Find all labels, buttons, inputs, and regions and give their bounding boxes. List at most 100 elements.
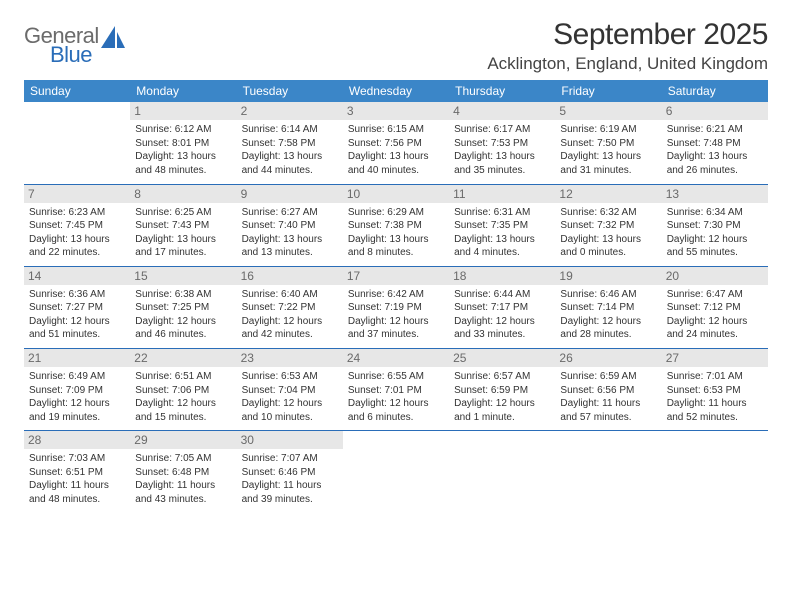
sunset-text: Sunset: 7:50 PM [560,137,656,151]
weekday-header: Tuesday [237,80,343,102]
day-number: 7 [24,185,130,203]
calendar-day-cell [24,102,130,184]
calendar-body: 1Sunrise: 6:12 AMSunset: 8:01 PMDaylight… [24,102,768,513]
sunrise-text: Sunrise: 6:47 AM [667,288,763,302]
sunrise-text: Sunrise: 6:46 AM [560,288,656,302]
calendar-day-cell [343,431,449,513]
calendar-day-cell: 8Sunrise: 6:25 AMSunset: 7:43 PMDaylight… [130,184,236,266]
day-number: 9 [237,185,343,203]
calendar-day-cell: 19Sunrise: 6:46 AMSunset: 7:14 PMDayligh… [555,266,661,348]
weekday-header: Wednesday [343,80,449,102]
sunrise-text: Sunrise: 6:25 AM [135,206,231,220]
daylight-text: Daylight: 11 hours and 43 minutes. [135,479,231,506]
calendar-page: General Blue September 2025 Acklington, … [0,0,792,513]
day-number: 22 [130,349,236,367]
daylight-text: Daylight: 13 hours and 13 minutes. [242,233,338,260]
sunset-text: Sunset: 7:58 PM [242,137,338,151]
sunset-text: Sunset: 7:22 PM [242,301,338,315]
calendar-day-cell: 18Sunrise: 6:44 AMSunset: 7:17 PMDayligh… [449,266,555,348]
day-number: 28 [24,431,130,449]
daylight-text: Daylight: 12 hours and 19 minutes. [29,397,125,424]
calendar-day-cell: 9Sunrise: 6:27 AMSunset: 7:40 PMDaylight… [237,184,343,266]
sunset-text: Sunset: 7:45 PM [29,219,125,233]
sunrise-text: Sunrise: 6:27 AM [242,206,338,220]
daylight-text: Daylight: 12 hours and 1 minute. [454,397,550,424]
brand-logo: General Blue [24,18,125,66]
calendar-day-cell: 11Sunrise: 6:31 AMSunset: 7:35 PMDayligh… [449,184,555,266]
calendar-day-cell [662,431,768,513]
calendar-day-cell: 6Sunrise: 6:21 AMSunset: 7:48 PMDaylight… [662,102,768,184]
day-number: 4 [449,102,555,120]
daylight-text: Daylight: 13 hours and 48 minutes. [135,150,231,177]
calendar-day-cell: 25Sunrise: 6:57 AMSunset: 6:59 PMDayligh… [449,348,555,430]
sunset-text: Sunset: 7:27 PM [29,301,125,315]
sunset-text: Sunset: 7:12 PM [667,301,763,315]
sail-icon [101,26,125,48]
daylight-text: Daylight: 13 hours and 44 minutes. [242,150,338,177]
daylight-text: Daylight: 12 hours and 6 minutes. [348,397,444,424]
day-number: 15 [130,267,236,285]
sunset-text: Sunset: 7:17 PM [454,301,550,315]
daylight-text: Daylight: 13 hours and 4 minutes. [454,233,550,260]
location-subtitle: Acklington, England, United Kingdom [487,54,768,74]
day-number: 12 [555,185,661,203]
daylight-text: Daylight: 13 hours and 17 minutes. [135,233,231,260]
sunset-text: Sunset: 7:43 PM [135,219,231,233]
daylight-text: Daylight: 13 hours and 35 minutes. [454,150,550,177]
day-number: 5 [555,102,661,120]
calendar-day-cell: 29Sunrise: 7:05 AMSunset: 6:48 PMDayligh… [130,431,236,513]
calendar-day-cell: 13Sunrise: 6:34 AMSunset: 7:30 PMDayligh… [662,184,768,266]
daylight-text: Daylight: 13 hours and 0 minutes. [560,233,656,260]
calendar-week-row: 21Sunrise: 6:49 AMSunset: 7:09 PMDayligh… [24,348,768,430]
daylight-text: Daylight: 12 hours and 10 minutes. [242,397,338,424]
weekday-header: Sunday [24,80,130,102]
calendar-day-cell: 24Sunrise: 6:55 AMSunset: 7:01 PMDayligh… [343,348,449,430]
day-number: 27 [662,349,768,367]
calendar-day-cell: 14Sunrise: 6:36 AMSunset: 7:27 PMDayligh… [24,266,130,348]
daylight-text: Daylight: 11 hours and 39 minutes. [242,479,338,506]
sunset-text: Sunset: 7:25 PM [135,301,231,315]
weekday-header: Thursday [449,80,555,102]
sunrise-text: Sunrise: 7:03 AM [29,452,125,466]
brand-word-2: Blue [24,45,99,66]
sunset-text: Sunset: 7:30 PM [667,219,763,233]
weekday-header: Monday [130,80,236,102]
calendar-day-cell: 5 Sunrise: 6:19 AMSunset: 7:50 PMDaylight… [555,102,661,184]
sunrise-text: Sunrise: 6:57 AM [454,370,550,384]
sunrise-text: Sunrise: 6:40 AM [242,288,338,302]
day-number: 11 [449,185,555,203]
calendar-day-cell: 16Sunrise: 6:40 AMSunset: 7:22 PMDayligh… [237,266,343,348]
day-number: 17 [343,267,449,285]
calendar-day-cell: 3Sunrise: 6:15 AMSunset: 7:56 PMDaylight… [343,102,449,184]
calendar-week-row: 14Sunrise: 6:36 AMSunset: 7:27 PMDayligh… [24,266,768,348]
sunset-text: Sunset: 6:53 PM [667,384,763,398]
calendar-day-cell [449,431,555,513]
daylight-text: Daylight: 13 hours and 26 minutes. [667,150,763,177]
day-number: 20 [662,267,768,285]
sunrise-text: Sunrise: 6:44 AM [454,288,550,302]
title-block: September 2025 Acklington, England, Unit… [487,18,768,74]
calendar-day-cell: 26Sunrise: 6:59 AMSunset: 6:56 PMDayligh… [555,348,661,430]
sunrise-text: Sunrise: 6:19 AM [560,123,656,137]
calendar-day-cell: 23Sunrise: 6:53 AMSunset: 7:04 PMDayligh… [237,348,343,430]
daylight-text: Daylight: 13 hours and 31 minutes. [560,150,656,177]
calendar-week-row: 7Sunrise: 6:23 AMSunset: 7:45 PMDaylight… [24,184,768,266]
day-number: 25 [449,349,555,367]
calendar-header-row: Sunday Monday Tuesday Wednesday Thursday… [24,80,768,102]
calendar-day-cell: 1Sunrise: 6:12 AMSunset: 8:01 PMDaylight… [130,102,236,184]
weekday-header: Friday [555,80,661,102]
day-number: 14 [24,267,130,285]
day-number: 23 [237,349,343,367]
sunset-text: Sunset: 7:06 PM [135,384,231,398]
sunset-text: Sunset: 7:35 PM [454,219,550,233]
sunrise-text: Sunrise: 7:07 AM [242,452,338,466]
daylight-text: Daylight: 11 hours and 57 minutes. [560,397,656,424]
daylight-text: Daylight: 13 hours and 40 minutes. [348,150,444,177]
sunset-text: Sunset: 7:32 PM [560,219,656,233]
sunset-text: Sunset: 7:19 PM [348,301,444,315]
day-number: 1 [130,102,236,120]
month-title: September 2025 [487,18,768,52]
day-number: 2 [237,102,343,120]
sunset-text: Sunset: 7:53 PM [454,137,550,151]
calendar-week-row: 1Sunrise: 6:12 AMSunset: 8:01 PMDaylight… [24,102,768,184]
